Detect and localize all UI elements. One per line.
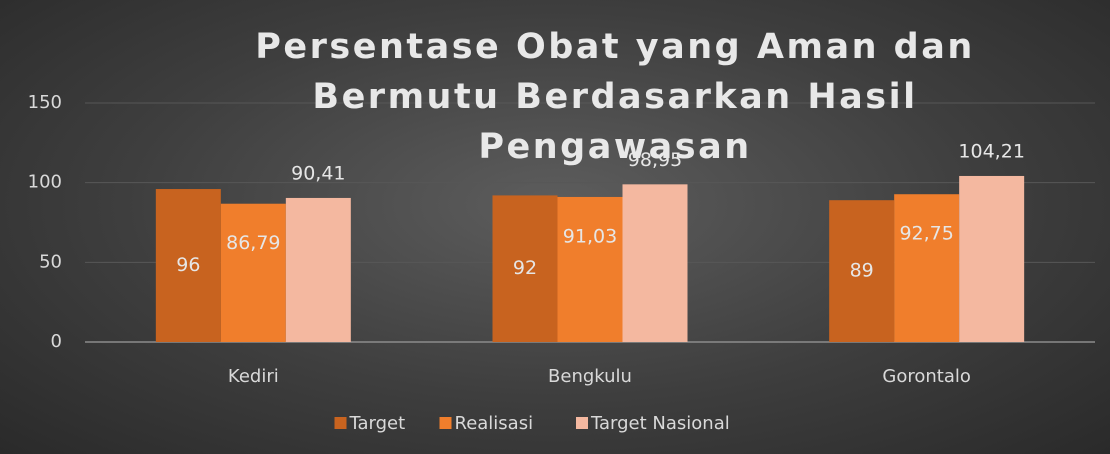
legend-swatch (334, 417, 347, 429)
bar (829, 200, 895, 342)
x-tick-label: Bengkulu (548, 366, 632, 387)
legend-swatch (576, 417, 588, 429)
y-tick-label: 100 (28, 172, 62, 193)
data-label: 89 (850, 260, 874, 282)
bar (894, 194, 960, 342)
data-label: 104,21 (958, 140, 1024, 162)
y-tick-label: 150 (28, 92, 62, 113)
legend-label: Target (349, 413, 406, 434)
x-tick-label: Gorontalo (882, 366, 971, 387)
chart-title: Persentase Obat yang Aman dan Bermutu Be… (255, 27, 975, 167)
data-label: 98,95 (628, 149, 682, 171)
x-tick-label: Kediri (228, 366, 279, 387)
bar (220, 203, 286, 342)
legend-label: Realisasi (455, 413, 534, 434)
y-tick-label: 50 (39, 251, 62, 272)
data-label: 90,41 (291, 162, 345, 184)
data-label: 92 (513, 257, 537, 279)
data-label: 91,03 (563, 225, 617, 247)
legend-swatch (439, 417, 452, 429)
bar (155, 189, 221, 342)
bar (959, 175, 1025, 342)
legend-label: Target Nasional (590, 413, 730, 434)
data-label: 96 (176, 254, 200, 276)
bar (492, 195, 558, 342)
bar (622, 184, 688, 342)
bar (557, 196, 623, 342)
data-label: 86,79 (226, 232, 280, 254)
bar (285, 197, 351, 342)
y-tick-label: 0 (51, 331, 62, 352)
data-label: 92,75 (899, 223, 953, 245)
